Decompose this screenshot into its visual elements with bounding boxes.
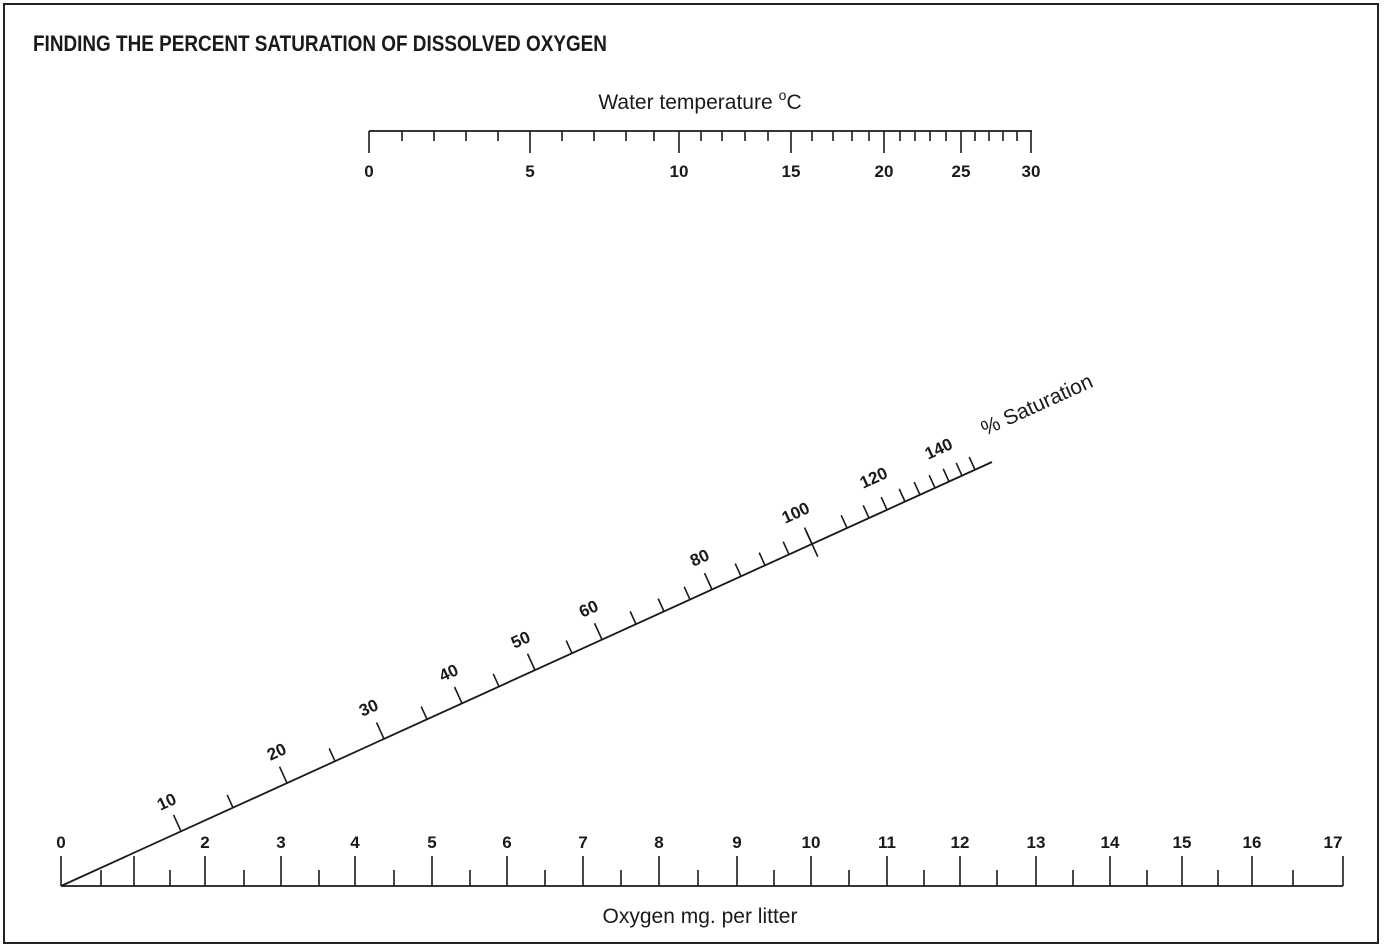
page-title: FINDING THE PERCENT SATURATION OF DISSOL… xyxy=(33,31,607,56)
oxygen-tick-label: 2 xyxy=(200,833,209,852)
temperature-tick-label: 5 xyxy=(525,162,534,181)
oxygen-tick-label: 12 xyxy=(951,833,970,852)
saturation-minor-tick xyxy=(328,748,336,762)
oxygen-tick-label: 3 xyxy=(276,833,285,852)
saturation-major-tick xyxy=(375,722,385,740)
oxygen-scale: 0 2 3 4 5 6 7 8 9 10 11 12 13 14 15 16 1… xyxy=(56,833,1344,928)
oxygen-tick-label: 5 xyxy=(427,833,436,852)
temperature-scale-title: Water temperature oC xyxy=(598,87,801,114)
diagram-frame xyxy=(3,3,1379,944)
saturation-scale-title: % Saturation xyxy=(978,370,1097,441)
oxygen-scale-title: Oxygen mg. per litter xyxy=(603,905,798,928)
saturation-tick-label: 30 xyxy=(356,695,381,720)
degree-sign: o xyxy=(779,87,787,103)
saturation-tick-label: 60 xyxy=(576,596,601,621)
saturation-minor-tick xyxy=(734,563,742,577)
saturation-minor-tick xyxy=(657,598,665,612)
oxygen-tick-label: 8 xyxy=(654,833,663,852)
saturation-major-tick xyxy=(278,766,288,784)
oxygen-tick-label: 9 xyxy=(732,833,741,852)
saturation-tick-label: 50 xyxy=(508,627,533,652)
saturation-minor-tick xyxy=(913,481,921,496)
saturation-minor-tick xyxy=(629,611,637,625)
temperature-tick-label: 0 xyxy=(364,162,373,181)
temperature-scale: Water temperature oC 0 5 10 15 20 25 30 xyxy=(364,87,1040,181)
oxygen-tick-label: 10 xyxy=(802,833,821,852)
oxygen-tick-label: 0 xyxy=(56,833,65,852)
saturation-major-tick xyxy=(703,572,713,590)
saturation-minor-tick xyxy=(782,541,790,555)
saturation-axis-line xyxy=(60,461,993,887)
saturation-minor-tick xyxy=(898,488,906,502)
temperature-tick-label: 15 xyxy=(782,162,801,181)
saturation-minor-tick xyxy=(226,794,234,808)
saturation-minor-tick xyxy=(928,474,936,489)
saturation-tick-label: 80 xyxy=(687,545,712,570)
saturation-minor-tick xyxy=(420,706,428,720)
saturation-tick-label: 40 xyxy=(436,660,461,685)
saturation-scale: 10 20 30 40 50 60 80 100 120 140 % Satur… xyxy=(60,370,1097,887)
temperature-tick-label: 20 xyxy=(875,162,894,181)
saturation-minor-tick xyxy=(840,514,848,529)
saturation-tick-label: 140 xyxy=(922,434,956,463)
oxygen-tick-label: 11 xyxy=(878,833,896,852)
oxygen-tick-label: 13 xyxy=(1027,833,1046,852)
saturation-tick-label: 100 xyxy=(779,498,813,527)
saturation-major-tick xyxy=(593,622,603,640)
saturation-ticks xyxy=(172,456,976,832)
saturation-100-tick xyxy=(805,530,819,558)
oxygen-tick-label: 7 xyxy=(578,833,587,852)
saturation-minor-tick xyxy=(565,640,573,654)
saturation-minor-tick xyxy=(492,673,500,687)
temperature-tick-label: 25 xyxy=(952,162,971,181)
oxygen-ticks xyxy=(60,856,1344,886)
temperature-tick-labels: 0 5 10 15 20 25 30 xyxy=(364,162,1040,181)
temperature-tick-label: 30 xyxy=(1022,162,1041,181)
oxygen-tick-label: 6 xyxy=(502,833,511,852)
oxygen-tick-label: 17 xyxy=(1324,833,1343,852)
saturation-major-tick xyxy=(172,814,182,832)
saturation-minor-tick xyxy=(942,468,950,482)
oxygen-tick-labels: 0 2 3 4 5 6 7 8 9 10 11 12 13 14 15 16 1… xyxy=(56,833,1342,852)
temperature-title-text: Water temperature xyxy=(598,91,772,114)
saturation-minor-tick xyxy=(862,504,870,519)
temperature-unit: C xyxy=(786,91,801,114)
saturation-major-tick xyxy=(453,686,463,704)
saturation-minor-tick xyxy=(683,586,691,600)
saturation-tick-label: 10 xyxy=(154,789,179,814)
saturation-minor-tick xyxy=(968,456,976,471)
oxygen-tick-label: 4 xyxy=(350,833,360,852)
saturation-major-tick xyxy=(526,653,536,671)
saturation-minor-tick xyxy=(955,462,963,476)
saturation-tick-label: 20 xyxy=(264,739,289,764)
oxygen-tick-label: 15 xyxy=(1173,833,1192,852)
saturation-minor-tick xyxy=(758,552,766,566)
oxygen-tick-label: 16 xyxy=(1243,833,1262,852)
saturation-minor-tick xyxy=(880,496,888,511)
saturation-tick-labels: 10 20 30 40 50 60 80 100 120 140 xyxy=(154,434,955,814)
temperature-tick-label: 10 xyxy=(670,162,689,181)
saturation-tick-label: 120 xyxy=(857,463,891,492)
temperature-ticks xyxy=(368,131,1032,153)
oxygen-tick-label: 14 xyxy=(1101,833,1120,852)
